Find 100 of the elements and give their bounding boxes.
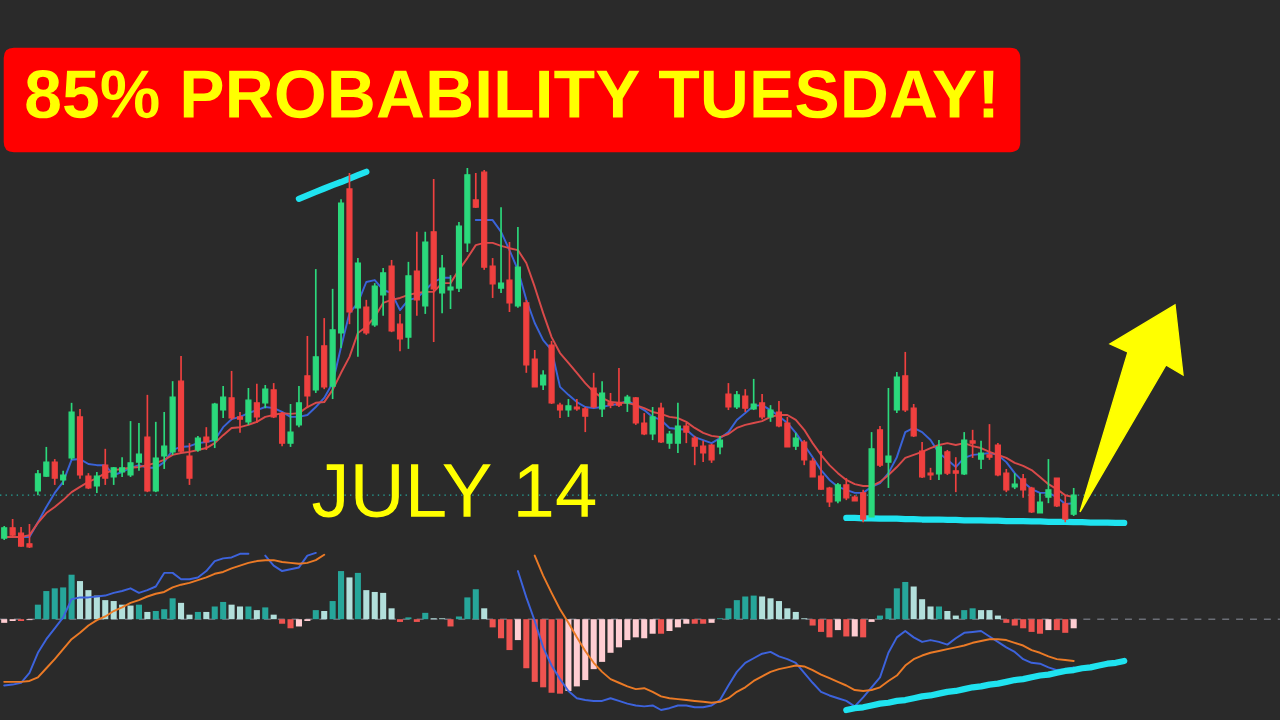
candlestick: [599, 380, 606, 418]
bar: [818, 619, 825, 632]
candlestick: [203, 426, 210, 451]
bar: [733, 600, 740, 620]
bar: [868, 619, 875, 622]
bar: [85, 590, 92, 620]
candlestick: [977, 440, 985, 470]
bar: [986, 610, 993, 620]
bar: [556, 619, 564, 694]
bar: [961, 610, 968, 620]
bar: [228, 604, 235, 620]
bar: [860, 619, 867, 638]
bar: [43, 591, 50, 620]
bar: [641, 619, 648, 639]
bar: [750, 595, 757, 620]
chart-title: 85% PROBABILITY TUESDAY!: [26, 70, 994, 119]
bar: [540, 619, 547, 688]
bar: [279, 619, 286, 624]
bar: [784, 608, 791, 620]
candlestick: [1045, 458, 1052, 504]
bar: [599, 619, 606, 662]
bar: [809, 619, 816, 626]
bar: [615, 619, 622, 648]
bar: [666, 619, 673, 632]
bar: [236, 606, 244, 620]
candlestick: [615, 367, 623, 408]
candlestick: [245, 387, 252, 426]
bar: [1020, 619, 1027, 629]
bar: [902, 581, 909, 620]
bar: [169, 598, 176, 620]
candlestick: [1062, 494, 1069, 523]
bar: [186, 614, 193, 620]
candlestick: [447, 274, 454, 310]
bar: [396, 619, 404, 622]
candlestick: [952, 456, 959, 493]
bar: [927, 606, 934, 620]
bar: [1045, 619, 1052, 631]
candlestick: [582, 406, 589, 433]
bar: [565, 619, 572, 691]
bar: [1036, 619, 1044, 634]
bar: [178, 602, 185, 620]
bar: [658, 619, 665, 634]
bar: [68, 574, 75, 620]
bar: [969, 608, 976, 620]
bar: [455, 616, 462, 620]
bar: [388, 608, 395, 620]
bar: [834, 619, 841, 631]
candlestick: [304, 335, 311, 409]
bar: [481, 608, 488, 620]
candlestick: [809, 457, 816, 478]
candlestick: [127, 420, 134, 478]
bar: [708, 619, 715, 623]
bar: [691, 619, 698, 624]
bar: [624, 619, 631, 641]
bar: [514, 619, 521, 641]
bar: [346, 577, 353, 620]
bar: [338, 571, 345, 620]
candlestick: [590, 371, 597, 409]
bar: [700, 619, 707, 624]
candlestick: [969, 428, 976, 459]
bar: [220, 601, 227, 620]
bar: [506, 619, 513, 651]
bar: [135, 604, 142, 620]
bar: [253, 610, 260, 620]
candlestick: [700, 440, 707, 463]
candlestick: [34, 469, 41, 497]
bar: [826, 619, 833, 638]
bar: [742, 596, 749, 620]
bar: [447, 619, 454, 627]
candlestick: [506, 241, 513, 313]
candlestick: [716, 435, 724, 455]
candlestick: [649, 406, 656, 441]
bar: [1062, 619, 1069, 633]
candlestick: [472, 172, 479, 209]
candlestick: [843, 477, 850, 501]
candlestick: [817, 450, 825, 491]
bar: [498, 619, 505, 639]
bar: [573, 619, 580, 687]
candlestick: [93, 471, 100, 494]
annotation: JULY 14: [312, 464, 596, 518]
bar: [607, 619, 614, 653]
candlestick: [262, 384, 269, 409]
bar: [363, 590, 370, 620]
bar: [321, 611, 328, 620]
bar: [649, 619, 656, 634]
bar: [674, 619, 681, 628]
candlestick: [801, 439, 808, 466]
candlestick: [380, 267, 387, 317]
bar: [843, 619, 850, 637]
bar: [935, 606, 942, 620]
candlestick: [725, 382, 732, 411]
candlestick: [497, 206, 505, 294]
candlestick: [759, 393, 766, 421]
bar: [1003, 619, 1010, 623]
bar: [152, 611, 159, 620]
candlestick: [683, 422, 690, 444]
candlestick: [986, 423, 993, 461]
bar: [413, 619, 420, 622]
candlestick: [885, 387, 892, 489]
bar: [312, 610, 319, 620]
